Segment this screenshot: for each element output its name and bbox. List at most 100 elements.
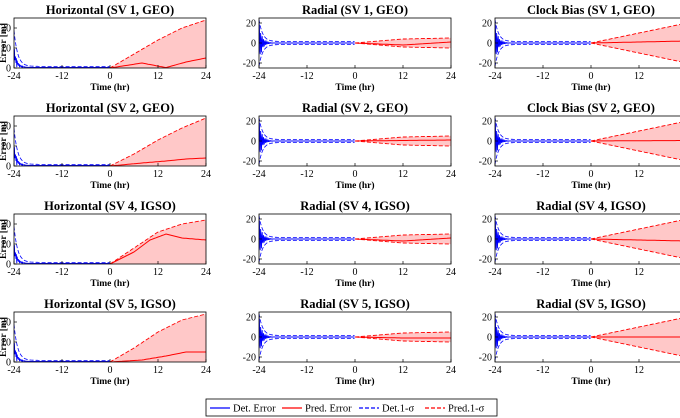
x-tick-label: 12 — [153, 71, 163, 82]
subplot-title: Radial (SV 5, IGSO) — [300, 297, 410, 311]
pred-sigma-upper-line — [590, 220, 680, 240]
pred-error-line — [109, 233, 206, 264]
subplot-title: Radial (SV 5, IGSO) — [536, 297, 646, 311]
det-sigma-upper-line — [259, 313, 355, 336]
x-tick-label: -24 — [7, 71, 20, 82]
pred-sigma-fill — [355, 234, 451, 244]
x-axis-label: Time (hr) — [90, 376, 129, 387]
pred-error-line — [355, 336, 451, 339]
y-tick-label: -20 — [479, 59, 492, 70]
x-tick-label: 12 — [153, 169, 163, 180]
pred-sigma-lower-line — [354, 238, 451, 245]
subplot-title: Horizontal (SV 5, IGSO) — [44, 297, 176, 311]
x-tick-label: 0 — [589, 169, 594, 180]
pred-error-line — [355, 139, 451, 142]
subplot-10: -24 -12 0 12 24 0 10 20 Horizontal (SV 5, IGSO) T… — [0, 297, 211, 387]
x-tick-label: 0 — [589, 365, 594, 376]
pred-sigma-upper-line — [354, 331, 451, 338]
y-tick-label: 0 — [6, 260, 11, 271]
pred-error-line — [354, 41, 451, 46]
x-tick-label: -12 — [300, 169, 313, 180]
pred-sigma-lower-line — [590, 140, 680, 161]
x-tick-label: 24 — [201, 169, 211, 180]
x-tick-label: 24 — [201, 71, 211, 82]
x-tick-label: 12 — [634, 169, 644, 180]
plot-area — [259, 215, 451, 263]
x-tick-label: -24 — [488, 169, 501, 180]
x-tick-label: 0 — [108, 267, 113, 278]
pred-sigma-upper-line — [109, 313, 206, 362]
subplot-title: Horizontal (SV 2, GEO) — [46, 101, 174, 115]
x-tick-label: 0 — [108, 169, 113, 180]
y-tick-label: 20 — [1, 24, 11, 35]
det-sigma-lower-line — [495, 240, 591, 263]
det-error-line — [14, 245, 110, 264]
x-tick-label: -24 — [252, 267, 265, 278]
y-tick-label: 20 — [246, 19, 256, 30]
subplot-2: -24 -12 0 12 24 -20 0 20 Radial (SV 1, GEO) Time … — [243, 3, 456, 93]
legend-label-pred-sigma: Pred.1-σ — [448, 404, 485, 415]
x-tick-label: 0 — [353, 365, 358, 376]
pred-sigma-upper-line — [354, 233, 451, 240]
x-tick-label: -12 — [536, 169, 549, 180]
plot-area — [14, 117, 206, 166]
y-tick-label: 20 — [482, 313, 492, 324]
det-sigma-upper-line — [14, 324, 110, 361]
x-tick-label: -12 — [536, 71, 549, 82]
x-axis-label: Time (hr) — [335, 376, 374, 387]
pred-sigma-lower-line — [354, 42, 451, 49]
y-tick-label: 0 — [6, 64, 11, 75]
subplot-title: Clock Bias (SV 2, GEO) — [527, 101, 655, 115]
x-tick-label: 0 — [108, 365, 113, 376]
plot-area — [259, 117, 451, 165]
pred-sigma-upper-line — [109, 117, 206, 166]
x-tick-label: 12 — [153, 267, 163, 278]
x-tick-label: 12 — [398, 365, 408, 376]
y-tick-label: 20 — [246, 215, 256, 226]
subplot-11: -24 -12 0 12 24 -20 0 20 Radial (SV 5, IGSO) Time… — [243, 297, 456, 387]
y-tick-label: 20 — [482, 19, 492, 30]
subplot-8: -24 -12 0 12 24 -20 0 20 Radial (SV 4, IGSO) Time… — [243, 199, 456, 289]
x-tick-label: -24 — [252, 365, 265, 376]
x-tick-label: -24 — [488, 365, 501, 376]
det-sigma-lower-line — [495, 142, 591, 165]
x-tick-label: -12 — [536, 365, 549, 376]
plot-area — [495, 117, 680, 165]
det-sigma-upper-line — [259, 19, 355, 42]
pred-sigma-lower-line — [354, 336, 451, 343]
subplot-title: Horizontal (SV 4, IGSO) — [44, 199, 176, 213]
det-sigma-lower-line — [495, 44, 591, 67]
subplot-7: -24 -12 0 12 24 0 10 20 Horizontal (SV 4, IGSO) T… — [0, 199, 211, 289]
y-tick-label: 20 — [482, 215, 492, 226]
x-tick-label: 24 — [446, 71, 456, 82]
x-tick-label: -12 — [300, 71, 313, 82]
pred-error-line — [109, 351, 206, 362]
x-tick-label: 0 — [108, 71, 113, 82]
y-tick-label: 20 — [1, 318, 11, 329]
plot-area — [495, 19, 680, 67]
subplot-title: Radial (SV 2, GEO) — [302, 101, 408, 115]
x-tick-label: -24 — [252, 71, 265, 82]
pred-sigma-fill — [355, 38, 451, 48]
x-tick-label: -24 — [7, 365, 20, 376]
pred-sigma-upper-line — [590, 122, 680, 142]
x-axis-label: Time (hr) — [571, 376, 610, 387]
pred-sigma-lower-line — [354, 140, 451, 147]
y-tick-label: 0 — [251, 333, 256, 344]
pred-error-line — [354, 237, 451, 242]
x-tick-label: -12 — [300, 365, 313, 376]
x-tick-label: 12 — [398, 71, 408, 82]
y-tick-label: -20 — [243, 255, 256, 266]
x-axis-label: Time (hr) — [335, 278, 374, 289]
y-tick-label: 20 — [1, 220, 11, 231]
x-tick-label: 24 — [201, 267, 211, 278]
x-tick-label: 24 — [201, 365, 211, 376]
det-sigma-upper-line — [259, 215, 355, 238]
y-axis-label: Error [m] — [0, 121, 9, 161]
y-tick-label: -20 — [479, 157, 492, 168]
plot-area — [14, 219, 206, 264]
plot-area — [495, 215, 680, 263]
pred-sigma-upper-line — [354, 37, 451, 44]
x-tick-label: -24 — [7, 169, 20, 180]
